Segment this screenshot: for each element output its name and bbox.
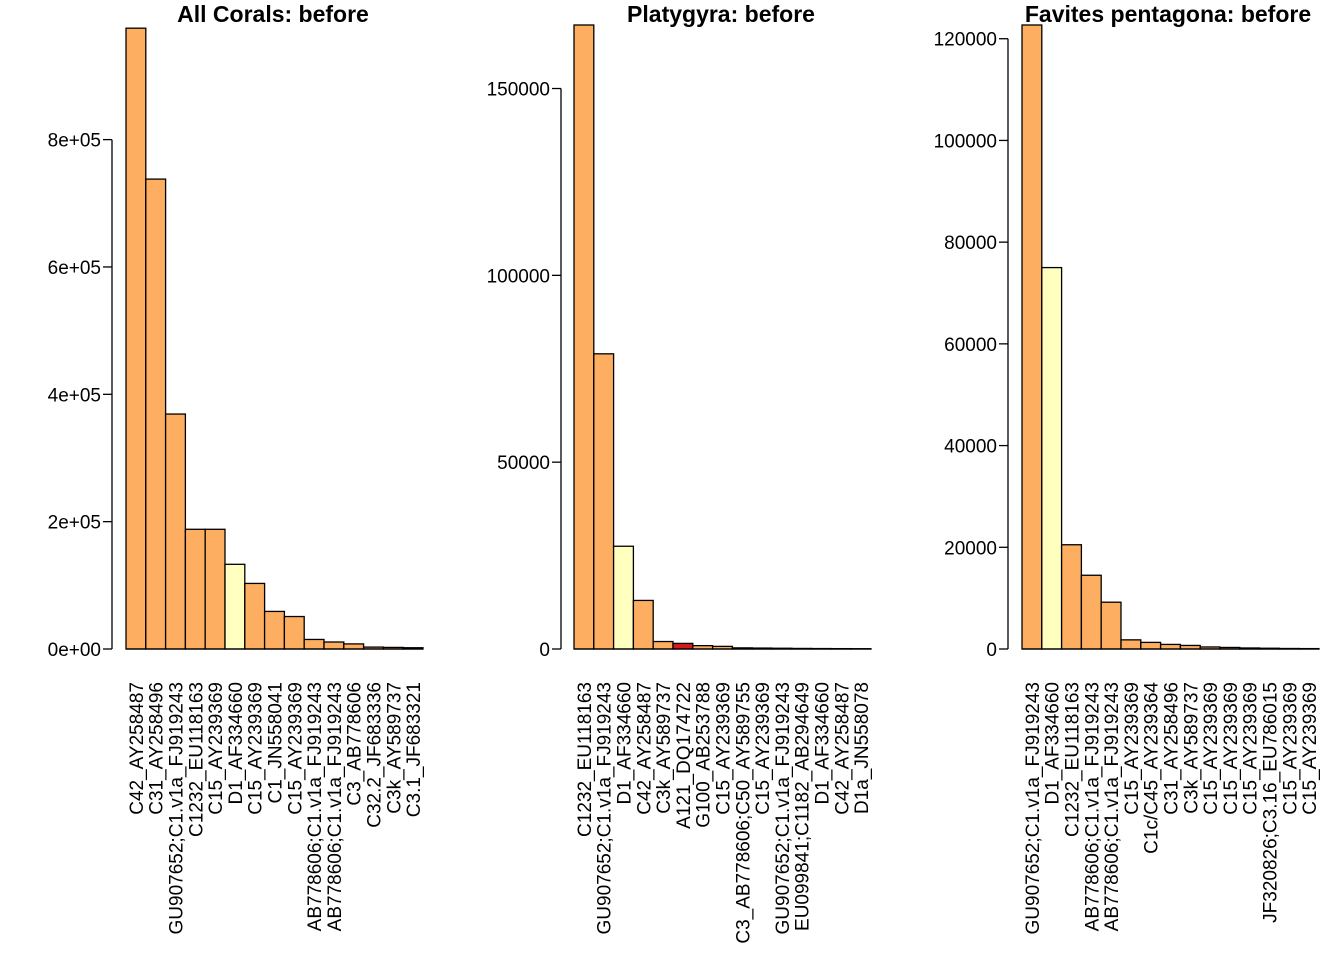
bar (343, 643, 365, 650)
y-tick-label: 8e+05 (48, 131, 101, 152)
x-category-label: D1a_JN558078 (852, 682, 873, 814)
y-tick-label: 80000 (944, 233, 997, 254)
bar (1080, 574, 1102, 650)
x-category-label: C1c/C45_AY239364 (1142, 682, 1163, 854)
y-tick-label: 0e+00 (48, 640, 101, 661)
bar (263, 610, 286, 650)
y-tick-label: 60000 (944, 335, 997, 356)
panel-title: All Corals: before (177, 1, 369, 27)
bar (303, 638, 325, 650)
bar (1060, 544, 1083, 650)
x-category-label: C32.2_JF683336 (365, 682, 386, 828)
x-category-label: C31_AY258496 (1162, 682, 1183, 815)
x-category-label: C15_AY239369 (1241, 682, 1262, 815)
bar (1021, 24, 1043, 650)
bar (323, 641, 345, 650)
x-category-label: C1_JN558041 (266, 682, 287, 803)
x-category-label: C15_AY239369 (1221, 682, 1242, 815)
bar (1120, 639, 1142, 650)
x-category-label: C15_AY239369 (753, 682, 774, 815)
bar (1140, 641, 1162, 650)
y-tick-label: 20000 (944, 538, 997, 559)
y-tick-label: 40000 (944, 437, 997, 458)
y-tick-label: 0 (986, 640, 997, 661)
x-category-label: C3_AB778606;C50_AY589755 (733, 682, 754, 944)
x-category-label: C1232_EU118163 (1063, 682, 1084, 837)
panel-title: Favites pentagona: before (1025, 1, 1311, 27)
bar (125, 27, 147, 650)
bar (283, 615, 305, 650)
x-category-label: D1_AF334660 (615, 682, 636, 805)
bar (1100, 601, 1122, 650)
x-category-label: C31_AY258496 (147, 682, 168, 815)
x-category-label: C42_AY258487 (127, 682, 148, 815)
x-category-label: C15_AY239369 (1280, 682, 1301, 815)
x-category-label: JF320826;C3.16_EU786015 (1261, 682, 1282, 923)
y-tick-label: 100000 (487, 266, 550, 287)
bar (164, 413, 187, 650)
bar (224, 563, 246, 650)
x-category-label: C3k_AY589737 (384, 682, 405, 814)
x-category-label: AB778606;C1.v1a_FJ919243 (1102, 682, 1123, 931)
x-category-label: GU907652;C1.v1a_FJ919243 (773, 682, 794, 934)
x-category-label: GU907652;C1.v1a_FJ919243 (167, 682, 188, 934)
y-tick-label: 0 (539, 640, 550, 661)
bar (652, 640, 674, 650)
x-category-label: C15_AY239369 (1300, 682, 1321, 815)
bar (244, 582, 266, 650)
x-category-label: C3.1_JF683321 (404, 682, 425, 817)
bar (573, 24, 595, 650)
x-category-label: C15_AY239369 (246, 682, 267, 815)
x-category-label: C3k_AY589737 (654, 682, 675, 814)
y-tick-label: 2e+05 (48, 513, 101, 534)
x-category-label: A121_DQ174722 (674, 682, 695, 829)
x-category-label: C15_AY239369 (714, 682, 735, 815)
x-category-label: GU907652;C1.v1a_FJ919243 (595, 682, 616, 934)
bar (184, 528, 206, 650)
bar (632, 599, 654, 650)
x-category-label: C1232_EU118163 (186, 682, 207, 837)
x-category-label: C15_AY239369 (285, 682, 306, 815)
x-category-label: C3k_AY589737 (1181, 682, 1202, 814)
bar (145, 178, 167, 650)
x-category-label: AB778606;C1.v1a_FJ919243 (305, 682, 326, 931)
bar (1159, 643, 1182, 650)
x-category-label: D1_AF334660 (1043, 682, 1064, 805)
x-category-label: AB778606;C1.v1a_FJ919243 (325, 682, 346, 931)
x-category-label: D1_AF334660 (226, 682, 247, 805)
bar (593, 353, 615, 650)
y-tick-label: 6e+05 (48, 258, 101, 279)
x-category-label: C42_AY258487 (634, 682, 655, 815)
y-tick-label: 120000 (934, 30, 997, 51)
bar (204, 528, 226, 650)
x-category-label: C1232_EU118163 (575, 682, 596, 837)
y-tick-label: 4e+05 (48, 385, 101, 406)
bar (1041, 266, 1063, 650)
x-category-label: C3_AB778606 (345, 682, 366, 806)
x-category-label: C15_AY239369 (206, 682, 227, 815)
x-category-label: C42_AY258487 (832, 682, 853, 815)
y-tick-label: 50000 (497, 453, 550, 474)
x-category-label: C15_AY239369 (1201, 682, 1222, 815)
bar (672, 642, 694, 650)
panel-favites-pentagona: Favites pentagona: before 0 20000 40000 600… (934, 1, 1322, 934)
y-tick-label: 150000 (487, 80, 550, 101)
x-category-label: D1_AF334660 (813, 682, 834, 805)
x-category-label: EU099841;C1182_AB294649 (793, 682, 814, 931)
x-category-label: C15_AY239369 (1122, 682, 1143, 815)
panel-title: Platygyra: before (627, 1, 815, 27)
x-category-label: GU907652;C1.v1a_FJ919243 (1023, 682, 1044, 934)
bar (612, 545, 635, 650)
panel-all-corals: All Corals: before 0e+00 2e+05 4e+05 6e+05 8… (48, 1, 425, 934)
x-category-label: AB778606;C1.v1a_FJ919243 (1082, 682, 1103, 931)
panel-platygyra: Platygyra: before 0 50000 100000 150000 C123… (487, 1, 874, 944)
x-category-label: G100_AB253788 (694, 682, 715, 828)
y-tick-label: 100000 (934, 131, 997, 152)
